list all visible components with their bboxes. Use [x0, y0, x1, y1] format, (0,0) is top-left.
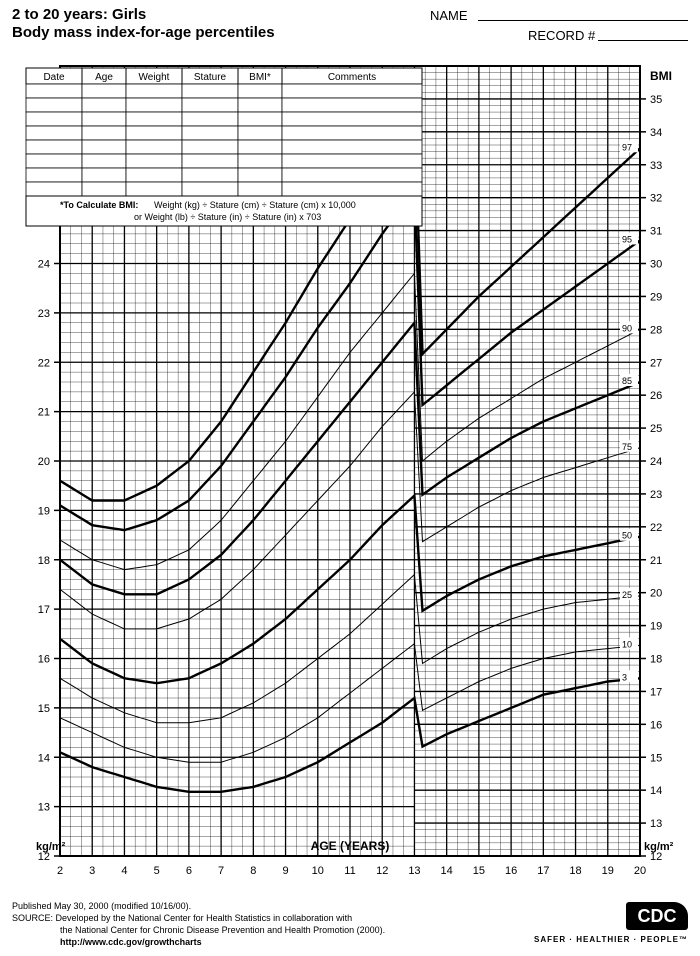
growth-chart: 234567891011121314151617181920AGE (YEARS… [12, 56, 688, 886]
svg-text:17: 17 [650, 686, 662, 698]
svg-text:30: 30 [650, 259, 662, 271]
svg-text:13: 13 [38, 802, 50, 814]
svg-text:10: 10 [622, 639, 632, 649]
svg-text:15: 15 [38, 703, 50, 715]
svg-text:12: 12 [376, 865, 388, 877]
svg-text:16: 16 [650, 719, 662, 731]
svg-text:17: 17 [537, 865, 549, 877]
svg-text:17: 17 [38, 604, 50, 616]
footer-url: http://www.cdc.gov/growthcharts [12, 936, 512, 948]
svg-text:26: 26 [650, 390, 662, 402]
svg-text:13: 13 [650, 818, 662, 830]
svg-text:3: 3 [89, 865, 95, 877]
svg-text:2: 2 [57, 865, 63, 877]
svg-text:20: 20 [650, 588, 662, 600]
footer-block: Published May 30, 2000 (modified 10/16/0… [12, 900, 512, 948]
svg-text:16: 16 [505, 865, 517, 877]
svg-text:14: 14 [38, 752, 50, 764]
footer-line3: the National Center for Chronic Disease … [12, 924, 512, 936]
svg-text:18: 18 [569, 865, 581, 877]
svg-text:19: 19 [650, 621, 662, 633]
svg-text:14: 14 [441, 865, 453, 877]
title-line2: Body mass index-for-age percentiles [12, 24, 275, 41]
svg-text:32: 32 [650, 193, 662, 205]
svg-text:or Weight (lb) ÷ Stature (in): or Weight (lb) ÷ Stature (in) ÷ Stature … [134, 212, 321, 222]
svg-text:Age: Age [95, 72, 113, 83]
svg-text:90: 90 [622, 323, 632, 333]
svg-text:75: 75 [622, 442, 632, 452]
svg-text:14: 14 [650, 785, 662, 797]
svg-text:22: 22 [650, 522, 662, 534]
svg-text:31: 31 [650, 226, 662, 238]
svg-text:6: 6 [186, 865, 192, 877]
svg-text:Date: Date [43, 72, 65, 83]
svg-text:Comments: Comments [328, 72, 376, 83]
svg-text:24: 24 [650, 456, 662, 468]
svg-text:kg/m²: kg/m² [36, 841, 66, 853]
svg-text:23: 23 [650, 489, 662, 501]
svg-text:34: 34 [650, 127, 662, 139]
svg-text:11: 11 [344, 865, 355, 877]
svg-text:8: 8 [250, 865, 256, 877]
svg-text:25: 25 [622, 590, 632, 600]
svg-text:28: 28 [650, 324, 662, 336]
svg-text:BMI: BMI [650, 69, 672, 83]
cdc-tagline: SAFER · HEALTHIER · PEOPLE™ [534, 935, 688, 944]
footer-line1: Published May 30, 2000 (modified 10/16/0… [12, 900, 512, 912]
svg-text:3: 3 [622, 672, 627, 682]
svg-text:Stature: Stature [194, 72, 227, 83]
page-title: 2 to 20 years: Girls Body mass index-for… [12, 6, 275, 42]
svg-text:21: 21 [38, 407, 50, 419]
svg-text:35: 35 [650, 94, 662, 106]
svg-text:20: 20 [38, 456, 50, 468]
svg-text:20: 20 [634, 865, 646, 877]
svg-text:85: 85 [622, 376, 632, 386]
chart-svg: 234567891011121314151617181920AGE (YEARS… [12, 56, 688, 886]
svg-text:kg/m²: kg/m² [644, 841, 674, 853]
record-label: RECORD # [528, 28, 595, 43]
cdc-logo: CDC [626, 902, 688, 930]
svg-text:5: 5 [154, 865, 160, 877]
svg-text:19: 19 [38, 505, 50, 517]
svg-text:16: 16 [38, 654, 50, 666]
svg-text:18: 18 [38, 555, 50, 567]
svg-text:15: 15 [650, 752, 662, 764]
svg-text:22: 22 [38, 357, 50, 369]
svg-text:19: 19 [602, 865, 614, 877]
svg-text:50: 50 [622, 531, 632, 541]
svg-text:13: 13 [408, 865, 420, 877]
svg-text:15: 15 [473, 865, 485, 877]
svg-text:Weight: Weight [139, 72, 170, 83]
title-line1: 2 to 20 years: Girls [12, 6, 146, 23]
svg-text:21: 21 [650, 555, 662, 567]
svg-text:29: 29 [650, 291, 662, 303]
svg-text:27: 27 [650, 357, 662, 369]
svg-text:25: 25 [650, 423, 662, 435]
svg-text:18: 18 [650, 654, 662, 666]
svg-text:9: 9 [282, 865, 288, 877]
name-label: NAME [430, 8, 468, 23]
svg-text:*To Calculate BMI:: *To Calculate BMI: [60, 200, 138, 210]
svg-text:Weight (kg) ÷ Stature (cm) ÷ S: Weight (kg) ÷ Stature (cm) ÷ Stature (cm… [154, 200, 356, 210]
svg-text:10: 10 [312, 865, 324, 877]
svg-text:24: 24 [38, 259, 50, 271]
svg-text:95: 95 [622, 234, 632, 244]
svg-text:33: 33 [650, 160, 662, 172]
svg-text:23: 23 [38, 308, 50, 320]
svg-text:BMI*: BMI* [249, 72, 271, 83]
name-underline [478, 20, 688, 21]
svg-text:4: 4 [121, 865, 127, 877]
record-underline [598, 40, 688, 41]
footer-line2: SOURCE: Developed by the National Center… [12, 912, 512, 924]
svg-text:7: 7 [218, 865, 224, 877]
svg-text:97: 97 [622, 142, 632, 152]
